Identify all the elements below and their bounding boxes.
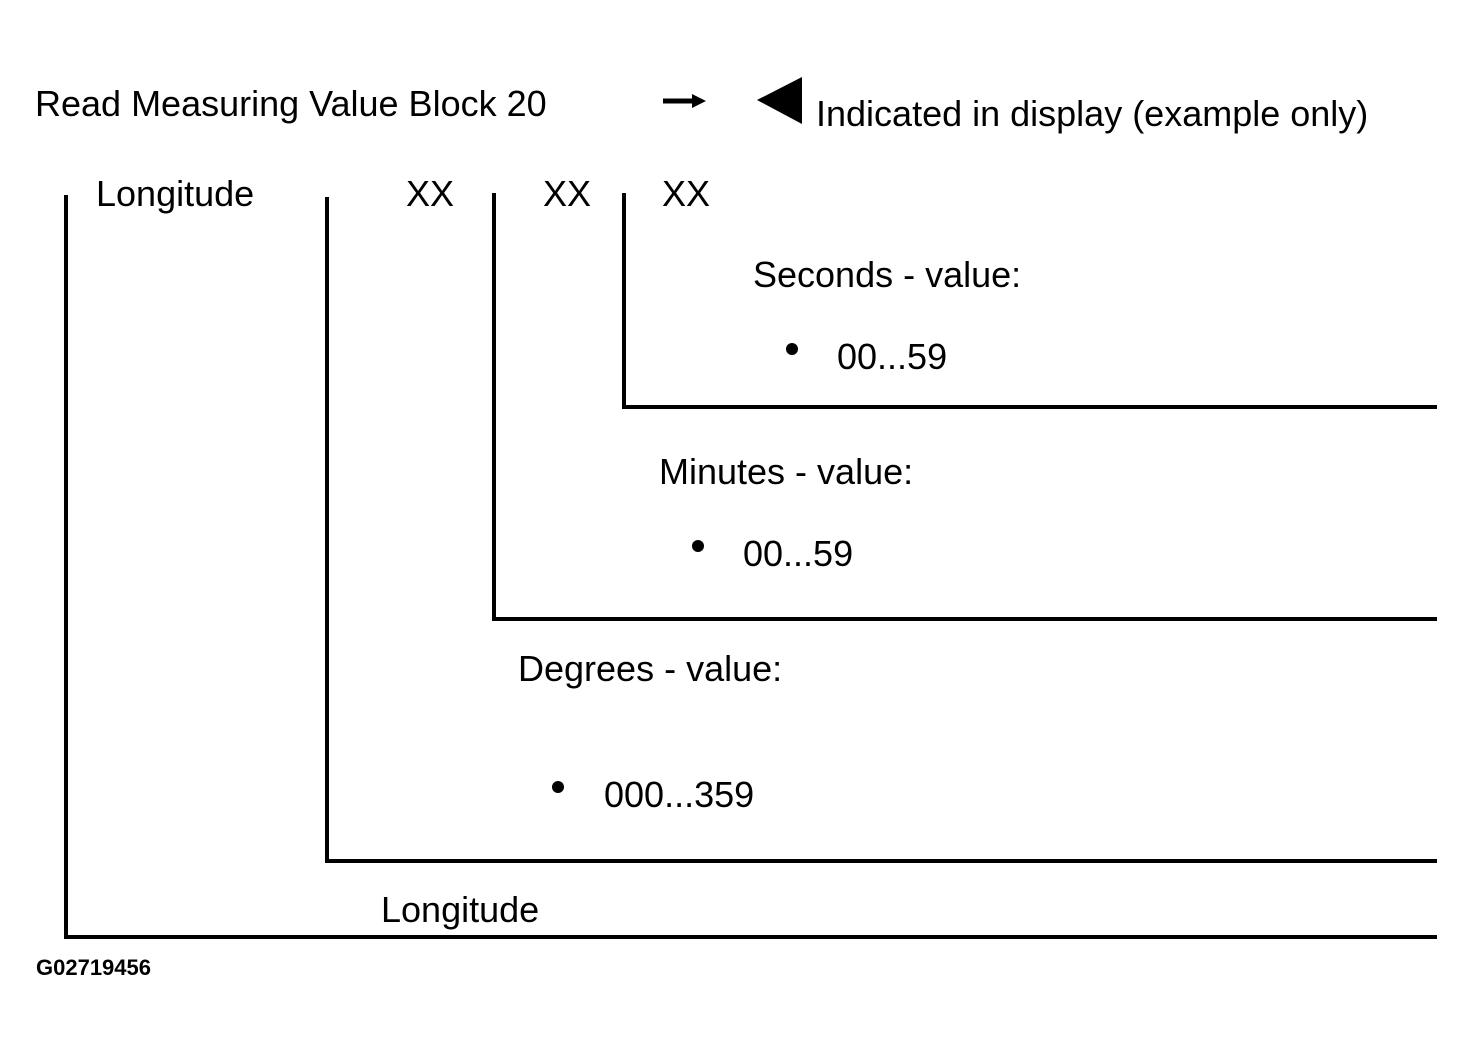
bracket [64, 195, 1437, 939]
display-marker [757, 77, 802, 124]
display-note: Indicated in display (example only) [816, 93, 1368, 134]
bullet [692, 540, 704, 552]
section-label: Minutes - value: [659, 451, 913, 492]
bullet [552, 781, 564, 793]
section-label: Seconds - value: [753, 254, 1021, 295]
bracket [492, 193, 1437, 621]
display-field: XX [406, 173, 454, 214]
section-range: 000...359 [604, 774, 754, 815]
display-field: XX [543, 173, 591, 214]
bracket [622, 193, 1437, 409]
figure-id: G02719456 [36, 955, 151, 980]
display-field: XX [662, 173, 710, 214]
section-label: Degrees - value: [518, 648, 782, 689]
footer-label: Longitude [381, 889, 539, 930]
section-range: 00...59 [837, 336, 947, 377]
bracket [325, 197, 1437, 863]
display-label: Longitude [96, 173, 254, 214]
arrow [663, 94, 706, 108]
section-range: 00...59 [743, 533, 853, 574]
title: Read Measuring Value Block 20 [35, 83, 547, 124]
bullet [786, 343, 798, 355]
